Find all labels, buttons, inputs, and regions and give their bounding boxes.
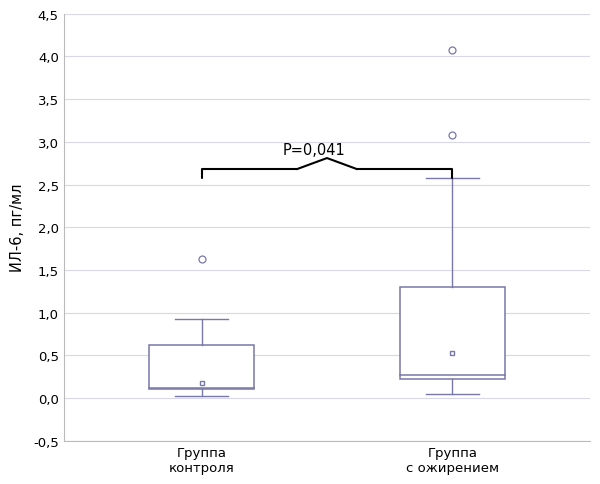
Y-axis label: ИЛ-6, пг/мл: ИЛ-6, пг/мл [10,183,25,272]
Bar [149,346,254,390]
Bar [400,287,505,379]
Text: P=0,041: P=0,041 [283,143,346,158]
